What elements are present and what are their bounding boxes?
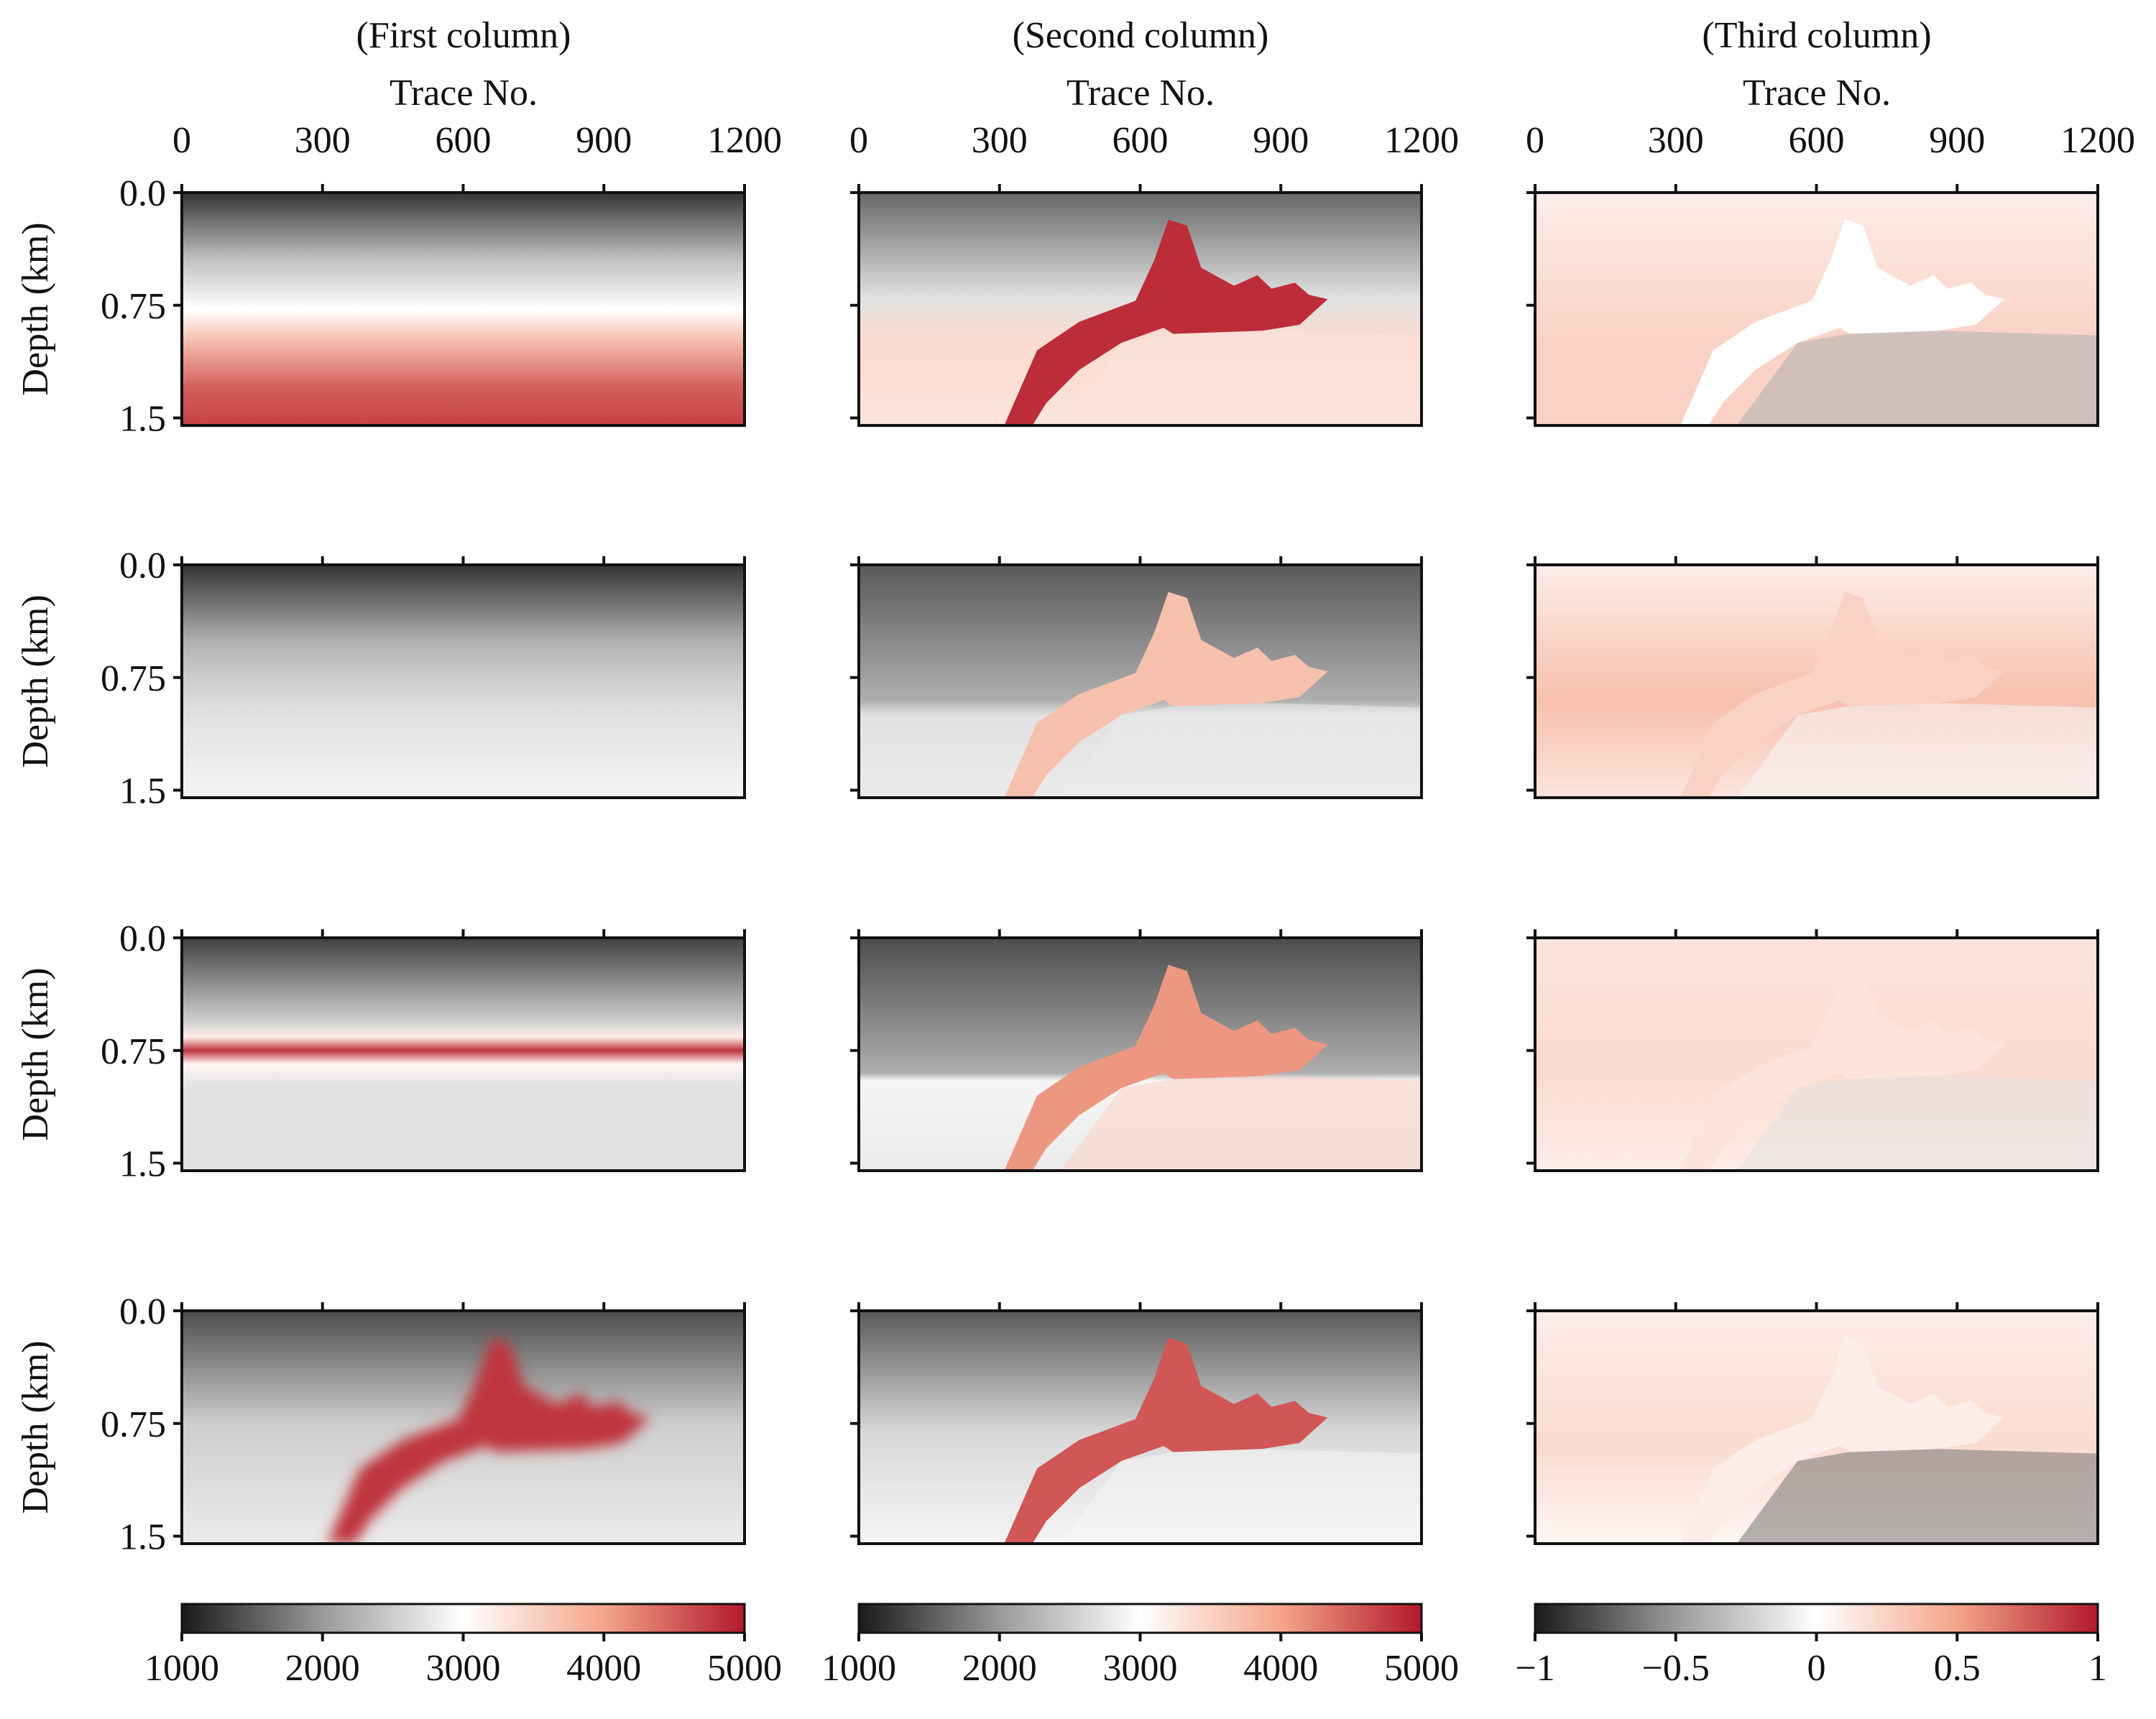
y-tick-label: 0.0 bbox=[119, 173, 166, 214]
x-tick-label: 0 bbox=[172, 120, 191, 161]
sediment-region bbox=[1060, 703, 1422, 798]
salt-body bbox=[1004, 1337, 1328, 1544]
panel-r4-c2 bbox=[850, 1302, 1423, 1545]
sediment-region bbox=[1736, 1449, 2098, 1544]
y-tick-label: 1.5 bbox=[119, 1517, 166, 1558]
panel-r3-c3 bbox=[1526, 929, 2099, 1172]
colorbar-tick-label: 3000 bbox=[426, 1648, 501, 1689]
x-axis-label-2: Trace No. bbox=[1067, 73, 1215, 114]
salt-body bbox=[1004, 591, 1328, 798]
y-axis-label-row-1: Depth (km) bbox=[15, 222, 56, 395]
salt-body bbox=[1004, 964, 1328, 1171]
panel-r4-c3 bbox=[1526, 1302, 2099, 1545]
y-tick-label: 0.0 bbox=[119, 1291, 166, 1332]
colorbar-gradient bbox=[857, 1603, 1423, 1634]
y-tick-label: 0.75 bbox=[101, 1404, 166, 1445]
panel-background bbox=[182, 565, 745, 798]
sediment-region bbox=[1060, 1076, 1422, 1171]
salt-body bbox=[1680, 1337, 2004, 1544]
x-tick-label: 900 bbox=[576, 120, 632, 161]
colorbar-tick-label: 2000 bbox=[285, 1648, 360, 1689]
y-tick-label: 0.0 bbox=[119, 545, 166, 586]
x-tick-label: 0 bbox=[849, 120, 868, 161]
panel-r3-c1: 0.0 0.75 1.5 bbox=[101, 918, 746, 1185]
column-title-3: (Third column) bbox=[1702, 15, 1931, 56]
panel-r1-c1: 0 300 600 900 1200 0.0 0.75 1.5 bbox=[101, 120, 782, 440]
x-tick-label: 300 bbox=[972, 120, 1028, 161]
colorbar-tick-label: 2000 bbox=[962, 1648, 1037, 1689]
colorbar-tick-label: 1 bbox=[2088, 1648, 2107, 1689]
y-tick-label: 1.5 bbox=[119, 771, 166, 812]
x-tick-label: 0 bbox=[1526, 120, 1544, 161]
panel-r3-c2 bbox=[850, 929, 1423, 1172]
colorbar-gradient bbox=[180, 1603, 746, 1634]
colorbar-tick-label: 1000 bbox=[821, 1648, 896, 1689]
salt-body bbox=[1680, 964, 2004, 1171]
colorbar-group: 1000 2000 3000 4000 5000 1000 2000 3000 4000 5000… bbox=[144, 1603, 2107, 1689]
y-tick-label: 0.75 bbox=[101, 658, 166, 699]
panel-r1-c3: 0 300 600 900 1200 bbox=[1526, 120, 2135, 427]
x-tick-label: 1200 bbox=[707, 120, 782, 161]
y-axis-label-row-3: Depth (km) bbox=[15, 967, 56, 1140]
salt-body bbox=[1680, 591, 2004, 798]
salt-body-smoothed bbox=[327, 1337, 651, 1544]
colorbar-tick-label: 5000 bbox=[1384, 1648, 1459, 1689]
x-tick-label: 900 bbox=[1929, 120, 1985, 161]
colorbar-gradient bbox=[1534, 1603, 2099, 1634]
panel-r2-c3 bbox=[1526, 556, 2099, 799]
colorbar-tick-label: 4000 bbox=[566, 1648, 641, 1689]
panel-r2-c2 bbox=[850, 556, 1423, 799]
panel-r2-c1: 0.0 0.75 1.5 bbox=[101, 545, 746, 812]
y-tick-label: 1.5 bbox=[119, 1144, 166, 1185]
sediment-region bbox=[1736, 331, 2098, 425]
panel-grid: 0 300 600 900 1200 0.0 0.75 1.5 0 300 600 900 1200 0 3… bbox=[101, 120, 2135, 1558]
colorbar-tick-label: −0.5 bbox=[1642, 1648, 1710, 1689]
colorbar-1: 1000 2000 3000 4000 5000 bbox=[144, 1603, 782, 1689]
x-tick-label: 300 bbox=[1648, 120, 1704, 161]
colorbar-3: −1 −0.5 0 0.5 1 bbox=[1515, 1603, 2107, 1689]
salt-body bbox=[1004, 219, 1328, 425]
colorbar-tick-label: 0.5 bbox=[1934, 1648, 1981, 1689]
y-axis-label-row-4: Depth (km) bbox=[15, 1340, 56, 1513]
x-tick-label: 1200 bbox=[2060, 120, 2135, 161]
y-tick-label: 0.0 bbox=[119, 918, 166, 959]
sediment-region bbox=[1060, 1449, 1422, 1544]
colorbar-tick-label: 5000 bbox=[707, 1648, 782, 1689]
column-title-1: (First column) bbox=[356, 15, 571, 56]
column-title-2: (Second column) bbox=[1013, 15, 1269, 56]
panel-background bbox=[182, 938, 745, 1171]
sediment-region bbox=[1060, 331, 1422, 425]
x-tick-label: 1200 bbox=[1384, 120, 1459, 161]
x-tick-label: 900 bbox=[1253, 120, 1309, 161]
panel-r4-c1: 0.0 0.75 1.5 bbox=[101, 1291, 746, 1558]
panel-background bbox=[182, 193, 745, 425]
colorbar-tick-label: 3000 bbox=[1103, 1648, 1178, 1689]
y-axis-label-row-2: Depth (km) bbox=[15, 594, 56, 768]
colorbar-tick-label: 0 bbox=[1807, 1648, 1826, 1689]
x-axis-label-3: Trace No. bbox=[1743, 73, 1891, 114]
colorbar-2: 1000 2000 3000 4000 5000 bbox=[821, 1603, 1459, 1689]
panel-r1-c2: 0 300 600 900 1200 bbox=[849, 120, 1459, 427]
sediment-region bbox=[1736, 1076, 2098, 1171]
x-tick-label: 600 bbox=[436, 120, 492, 161]
y-tick-label: 0.75 bbox=[101, 286, 166, 327]
colorbar-tick-label: 1000 bbox=[144, 1648, 219, 1689]
y-tick-label: 1.5 bbox=[119, 399, 166, 440]
x-tick-label: 600 bbox=[1112, 120, 1169, 161]
colorbar-tick-label: −1 bbox=[1515, 1648, 1554, 1689]
x-axis-label-1: Trace No. bbox=[390, 73, 538, 114]
salt-body bbox=[1680, 219, 2004, 425]
y-tick-label: 0.75 bbox=[101, 1031, 166, 1072]
sediment-region bbox=[1736, 703, 2098, 798]
colorbar-tick-label: 4000 bbox=[1243, 1648, 1318, 1689]
x-tick-label: 300 bbox=[295, 120, 351, 161]
x-tick-label: 600 bbox=[1789, 120, 1845, 161]
